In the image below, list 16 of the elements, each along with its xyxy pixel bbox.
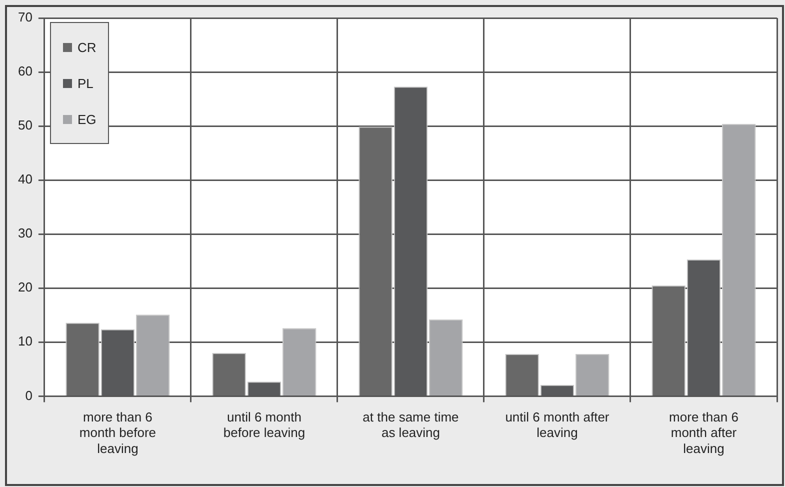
- y-tick-label: 70: [18, 10, 32, 25]
- x-tick-label: until 6 month after leaving: [505, 410, 610, 440]
- legend-label: PL: [77, 76, 94, 90]
- y-tick-label: 50: [18, 118, 32, 133]
- x-tick-label: at the same time as leaving: [362, 410, 459, 440]
- x-tick-label: until 6 month before leaving: [223, 410, 306, 440]
- x-tick-label: more than 6 month after leaving: [669, 410, 738, 456]
- legend-label: EG: [77, 112, 96, 126]
- y-tick-label: 20: [18, 280, 32, 295]
- y-tick-label: 10: [18, 334, 32, 349]
- y-tick-label: 40: [18, 172, 32, 187]
- y-tick-label: 0: [25, 388, 32, 403]
- y-tick-label: 60: [18, 64, 32, 79]
- x-tick-label: more than 6 month before leaving: [79, 410, 156, 456]
- legend-label: CR: [77, 40, 96, 54]
- y-tick-label: 30: [18, 226, 32, 241]
